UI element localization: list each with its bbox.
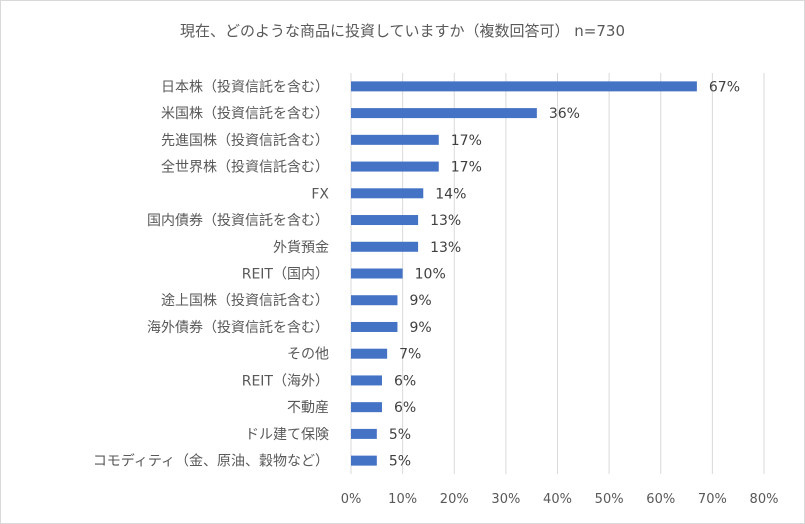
category-label: FX bbox=[311, 186, 329, 202]
bar bbox=[351, 348, 388, 359]
data-label: 6% bbox=[394, 373, 416, 389]
x-tick-label: 30% bbox=[491, 492, 520, 507]
data-label: 7% bbox=[399, 347, 421, 363]
category-label: 不動産 bbox=[287, 400, 329, 416]
category-label: 途上国株（投資信託含む） bbox=[161, 292, 329, 309]
category-label: 日本株（投資信託を含む） bbox=[161, 79, 329, 95]
data-label: 10% bbox=[415, 267, 446, 283]
bar bbox=[351, 134, 439, 145]
category-label: REIT（国内） bbox=[242, 267, 329, 283]
x-tick-label: 80% bbox=[750, 492, 779, 507]
bar bbox=[351, 108, 537, 119]
x-tick-label: 40% bbox=[543, 492, 572, 507]
x-tick-label: 10% bbox=[388, 492, 417, 507]
data-label: 17% bbox=[451, 160, 482, 176]
data-label: 67% bbox=[709, 79, 740, 95]
chart-title: 現在、どのような商品に投資していますか（複数回答可） n=730 bbox=[179, 22, 626, 40]
category-label: ドル建て保険 bbox=[245, 427, 329, 443]
data-label: 13% bbox=[430, 213, 461, 229]
category-label: 海外債券（投資信託を含む） bbox=[147, 320, 329, 336]
category-label: 外貨預金 bbox=[273, 239, 329, 256]
category-label: 国内債券（投資信託を含む） bbox=[147, 213, 329, 229]
bar bbox=[351, 241, 419, 252]
bar bbox=[351, 428, 377, 439]
bar bbox=[351, 188, 424, 199]
category-label: 全世界株（投資信託含む） bbox=[161, 159, 329, 176]
data-label: 6% bbox=[394, 400, 416, 416]
bar bbox=[351, 455, 377, 466]
category-label: コモディティ（金、原油、穀物など） bbox=[93, 453, 329, 470]
bar bbox=[351, 215, 419, 226]
x-tick-label: 60% bbox=[646, 492, 675, 507]
x-tick-label: 0% bbox=[341, 492, 362, 507]
data-label: 36% bbox=[549, 106, 580, 122]
category-label: その他 bbox=[287, 347, 329, 363]
data-label: 9% bbox=[409, 320, 431, 336]
x-tick-label: 20% bbox=[440, 492, 469, 507]
bar bbox=[351, 402, 382, 413]
category-label: REIT（海外） bbox=[242, 373, 329, 389]
x-tick-label: 50% bbox=[595, 492, 624, 507]
data-label: 9% bbox=[409, 293, 431, 309]
data-label: 5% bbox=[389, 454, 411, 470]
data-label: 13% bbox=[430, 240, 461, 256]
data-label: 17% bbox=[451, 133, 482, 149]
category-label: 先進国株（投資信託含む） bbox=[161, 133, 329, 149]
bar bbox=[351, 81, 697, 92]
bar bbox=[351, 268, 403, 279]
data-label: 14% bbox=[435, 186, 466, 202]
bar bbox=[351, 161, 439, 172]
data-label: 5% bbox=[389, 427, 411, 443]
bar bbox=[351, 295, 398, 306]
bar bbox=[351, 321, 398, 332]
x-tick-label: 70% bbox=[698, 492, 727, 507]
bar bbox=[351, 375, 382, 386]
category-label: 米国株（投資信託を含む） bbox=[161, 106, 329, 122]
